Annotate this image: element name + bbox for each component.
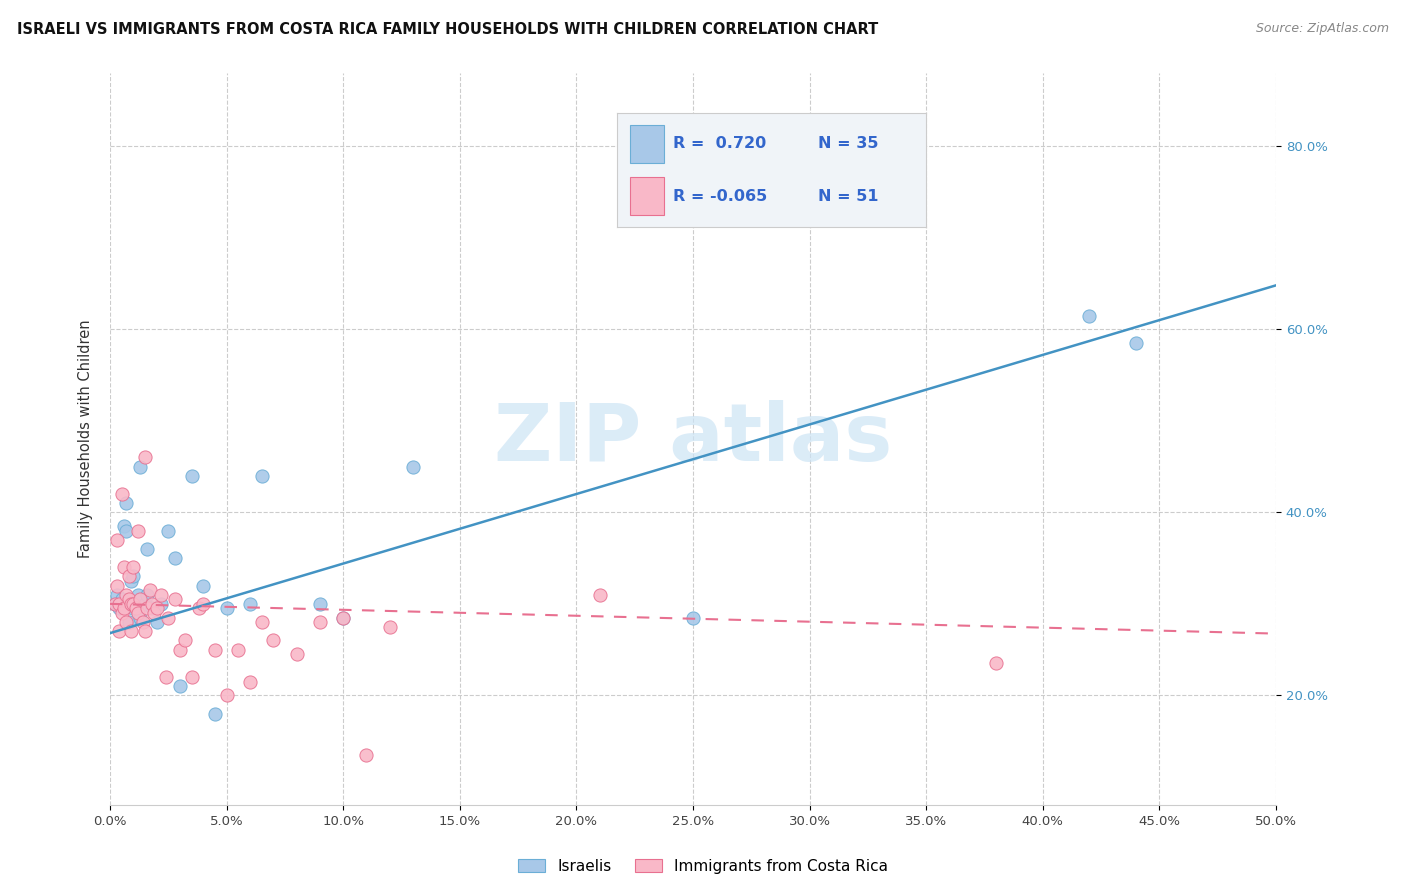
Text: ISRAELI VS IMMIGRANTS FROM COSTA RICA FAMILY HOUSEHOLDS WITH CHILDREN CORRELATIO: ISRAELI VS IMMIGRANTS FROM COSTA RICA FA…: [17, 22, 879, 37]
Point: [110, 592, 132, 607]
Point: [115, 615, 138, 629]
Point: [150, 588, 173, 602]
Point: [402, 459, 425, 474]
Point: [141, 597, 163, 611]
Point: [127, 524, 149, 538]
Point: [378, 620, 401, 634]
Point: [1125, 336, 1147, 351]
Point: [127, 606, 149, 620]
Point: [112, 560, 135, 574]
Point: [115, 496, 138, 510]
Point: [112, 519, 135, 533]
Point: [215, 689, 238, 703]
Point: [105, 588, 128, 602]
Point: [129, 592, 152, 607]
Point: [589, 588, 612, 602]
Point: [122, 597, 145, 611]
Point: [157, 610, 180, 624]
Point: [110, 606, 132, 620]
Point: [169, 679, 191, 693]
Point: [105, 533, 128, 547]
Point: [110, 487, 132, 501]
Point: [136, 541, 159, 556]
Point: [204, 642, 226, 657]
Point: [1078, 309, 1101, 323]
Text: Source: ZipAtlas.com: Source: ZipAtlas.com: [1256, 22, 1389, 36]
Point: [120, 574, 142, 588]
Point: [122, 560, 145, 574]
Point: [155, 670, 177, 684]
Point: [250, 615, 273, 629]
Point: [105, 578, 128, 592]
Point: [138, 583, 160, 598]
Point: [120, 624, 142, 639]
Point: [122, 601, 145, 615]
Point: [124, 601, 146, 615]
Point: [104, 597, 127, 611]
Point: [204, 706, 226, 721]
Point: [145, 601, 167, 615]
Point: [239, 674, 262, 689]
Point: [173, 633, 195, 648]
Point: [187, 601, 209, 615]
Point: [239, 597, 262, 611]
Point: [120, 597, 142, 611]
Legend: Israelis, Immigrants from Costa Rica: Israelis, Immigrants from Costa Rica: [512, 853, 894, 880]
Point: [129, 610, 152, 624]
Point: [682, 610, 704, 624]
Point: [262, 633, 284, 648]
Point: [193, 578, 215, 592]
Point: [180, 468, 202, 483]
Point: [141, 601, 163, 615]
Point: [308, 615, 330, 629]
Point: [180, 670, 202, 684]
Text: ZIP atlas: ZIP atlas: [494, 401, 893, 478]
Point: [134, 597, 156, 611]
Point: [332, 610, 354, 624]
Point: [136, 601, 159, 615]
Point: [117, 569, 139, 583]
Point: [108, 601, 131, 615]
Point: [165, 592, 187, 607]
Point: [108, 624, 131, 639]
Point: [157, 524, 180, 538]
Point: [112, 601, 135, 615]
Y-axis label: Family Households with Children: Family Households with Children: [79, 320, 93, 558]
Point: [115, 588, 138, 602]
Point: [134, 450, 156, 465]
Point: [169, 642, 191, 657]
Point: [308, 597, 330, 611]
Point: [165, 551, 187, 566]
Point: [122, 569, 145, 583]
Point: [285, 647, 308, 661]
Point: [250, 468, 273, 483]
Point: [145, 615, 167, 629]
Point: [193, 597, 215, 611]
Point: [143, 606, 166, 620]
Point: [134, 624, 156, 639]
Point: [356, 747, 378, 762]
Point: [131, 615, 153, 629]
Point: [117, 615, 139, 629]
Point: [115, 524, 138, 538]
Point: [129, 459, 152, 474]
Point: [332, 610, 354, 624]
Point: [984, 657, 1007, 671]
Point: [150, 597, 173, 611]
Point: [117, 592, 139, 607]
Point: [127, 588, 149, 602]
Point: [104, 597, 127, 611]
Point: [136, 588, 159, 602]
Point: [226, 642, 249, 657]
Point: [215, 601, 238, 615]
Point: [108, 597, 131, 611]
